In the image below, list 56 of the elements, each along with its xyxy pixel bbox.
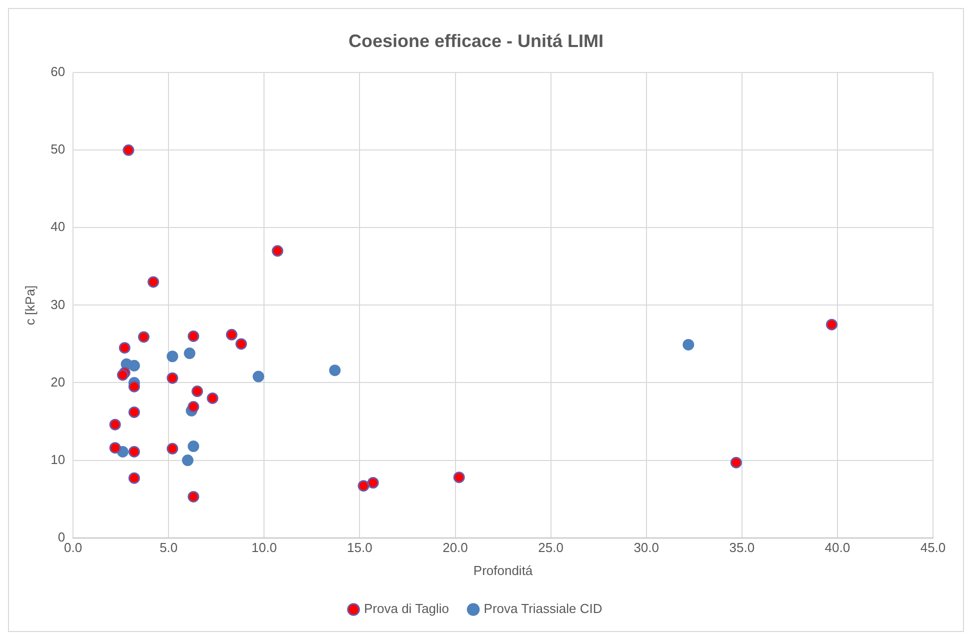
- y-tick-label: 40: [50, 219, 66, 234]
- y-tick-label: 30: [50, 296, 66, 312]
- y-tick-label: 0: [58, 529, 66, 544]
- point: [682, 338, 694, 350]
- x-tick-label: 35.0: [729, 540, 755, 556]
- point: [166, 442, 178, 454]
- point: [109, 442, 121, 454]
- x-axis-title: Profonditá: [473, 562, 534, 578]
- point: [148, 276, 160, 288]
- y-tick-label: 50: [50, 142, 66, 157]
- point: [128, 406, 140, 418]
- point: [116, 369, 128, 381]
- point: [109, 418, 121, 430]
- legend-label: Prova di Taglio: [364, 601, 450, 616]
- x-tick-label: 30.0: [634, 540, 660, 556]
- chart-title: Coesione efficace - Unitá LIMI: [348, 30, 604, 51]
- point: [128, 446, 140, 458]
- point: [128, 472, 140, 484]
- y-tick-label: 20: [50, 374, 66, 390]
- point: [235, 338, 247, 350]
- x-tick-label: 45.0: [920, 540, 946, 556]
- point: [252, 370, 264, 382]
- point: [730, 456, 742, 468]
- point: [122, 144, 134, 156]
- point: [367, 477, 379, 488]
- x-tick-label: 20.0: [442, 540, 468, 556]
- point: [272, 245, 284, 257]
- y-tick-label: 10: [50, 452, 66, 467]
- point: [128, 360, 140, 372]
- x-tick-label: 15.0: [347, 540, 372, 556]
- point: [166, 372, 178, 384]
- point: [358, 480, 370, 492]
- point: [226, 328, 238, 340]
- point: [826, 318, 838, 330]
- point: [192, 386, 204, 398]
- point: [206, 392, 218, 404]
- y-axis-title: c [kPa]: [22, 285, 38, 326]
- point: [329, 364, 341, 376]
- x-tick-label: 0.0: [64, 540, 82, 556]
- point: [138, 331, 150, 343]
- point: [188, 490, 200, 502]
- x-tick-label: 25.0: [538, 540, 564, 556]
- x-tick-label: 10.0: [252, 540, 277, 556]
- legend-label: Prova Triassiale CID: [484, 601, 602, 616]
- y-tick-label: 60: [50, 64, 66, 80]
- point: [184, 348, 196, 360]
- x-tick-label: 5.0: [160, 540, 178, 556]
- point: [128, 380, 140, 392]
- point: [188, 330, 200, 342]
- point: [182, 454, 194, 466]
- point: [188, 401, 200, 413]
- x-tick-label: 40.0: [824, 540, 850, 556]
- point: [118, 342, 130, 354]
- point: [166, 350, 178, 362]
- point: [188, 440, 200, 452]
- point: [453, 472, 465, 484]
